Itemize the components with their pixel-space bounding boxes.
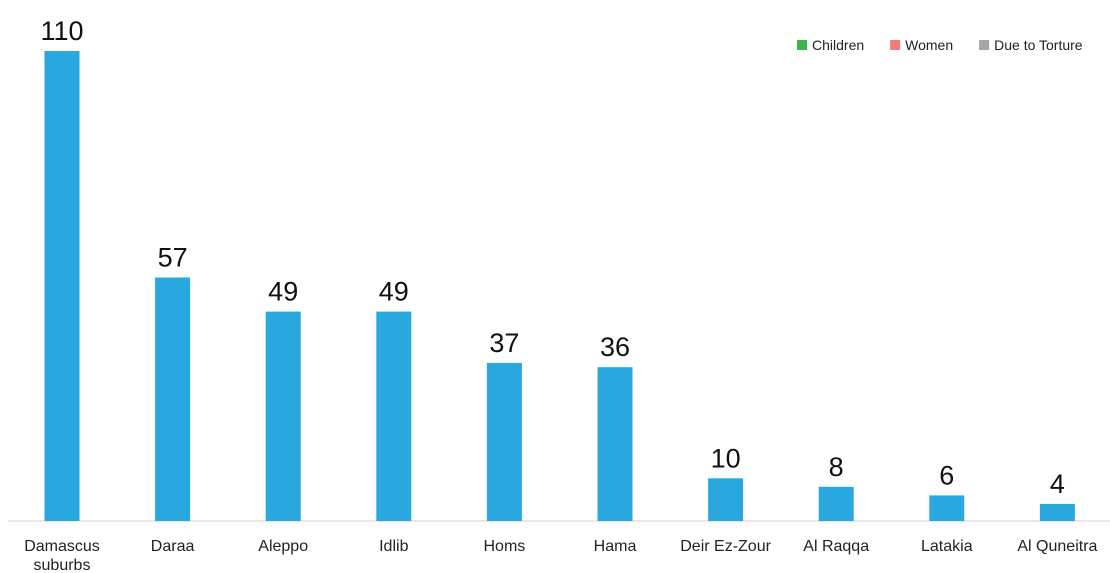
- legend: Children Women Due to Torture: [797, 37, 1083, 53]
- x-tick-label-2: Aleppo: [258, 538, 308, 555]
- legend-swatch-1: [890, 40, 901, 50]
- bar-4: [486, 362, 522, 521]
- data-label-7: 8: [829, 452, 844, 482]
- x-tick-label-8-line-0: Latakia: [921, 538, 973, 555]
- x-tick-label-5: Hama: [594, 538, 637, 555]
- x-tick-label-9: Al Quneitra: [1017, 538, 1097, 555]
- legend-label-2: Due to Torture: [994, 37, 1083, 53]
- x-tick-label-6: Deir Ez-Zour: [680, 538, 771, 555]
- x-tick-label-1-line-0: Daraa: [151, 538, 195, 555]
- bar-5: [597, 367, 633, 521]
- bar-1: [155, 277, 191, 521]
- x-tick-label-3: Idlib: [379, 538, 408, 555]
- x-tick-label-4: Homs: [484, 538, 526, 555]
- bars-group: [44, 51, 1075, 521]
- legend-label-1: Women: [905, 37, 953, 53]
- bar-0: [44, 51, 80, 521]
- bar-8: [929, 495, 965, 521]
- bar-3: [376, 311, 412, 521]
- legend-label-0: Children: [812, 37, 864, 53]
- data-label-6: 10: [711, 443, 741, 473]
- data-label-1: 57: [158, 243, 188, 273]
- data-label-9: 4: [1050, 469, 1065, 499]
- x-tick-label-7: Al Raqqa: [803, 538, 869, 555]
- x-tick-label-3-line-0: Idlib: [379, 538, 408, 555]
- bar-9: [1039, 503, 1075, 521]
- x-tick-label-6-line-0: Deir Ez-Zour: [680, 538, 771, 555]
- x-tick-label-4-line-0: Homs: [484, 538, 526, 555]
- data-label-3: 49: [379, 277, 409, 307]
- data-label-0: 110: [40, 16, 83, 46]
- x-tick-label-0: Damascus suburbs: [24, 538, 100, 573]
- legend-swatch-0: [797, 40, 807, 50]
- data-label-4: 37: [489, 328, 519, 358]
- bar-2: [265, 311, 301, 521]
- data-label-5: 36: [600, 332, 630, 362]
- x-tick-label-9-line-0: Al Quneitra: [1017, 538, 1097, 555]
- value-labels-group: 110 57 49 49 37 36 10 8 6 4: [40, 16, 1064, 499]
- x-tick-label-0-line-1: suburbs: [34, 557, 91, 573]
- bar-7: [818, 486, 854, 521]
- x-tick-label-1: Daraa: [151, 538, 195, 555]
- x-tick-label-5-line-0: Hama: [594, 538, 637, 555]
- x-tick-labels-group: Damascus suburbs Daraa Aleppo Idlib Homs Hama D…: [24, 538, 1097, 573]
- x-tick-label-2-line-0: Aleppo: [258, 538, 308, 555]
- data-label-8: 6: [939, 460, 954, 490]
- data-label-2: 49: [268, 277, 298, 307]
- bar-6: [708, 478, 744, 521]
- x-tick-label-7-line-0: Al Raqqa: [803, 538, 869, 555]
- legend-swatch-2: [979, 40, 990, 50]
- x-tick-label-0-line-0: Damascus: [24, 538, 100, 555]
- x-tick-label-8: Latakia: [921, 538, 973, 555]
